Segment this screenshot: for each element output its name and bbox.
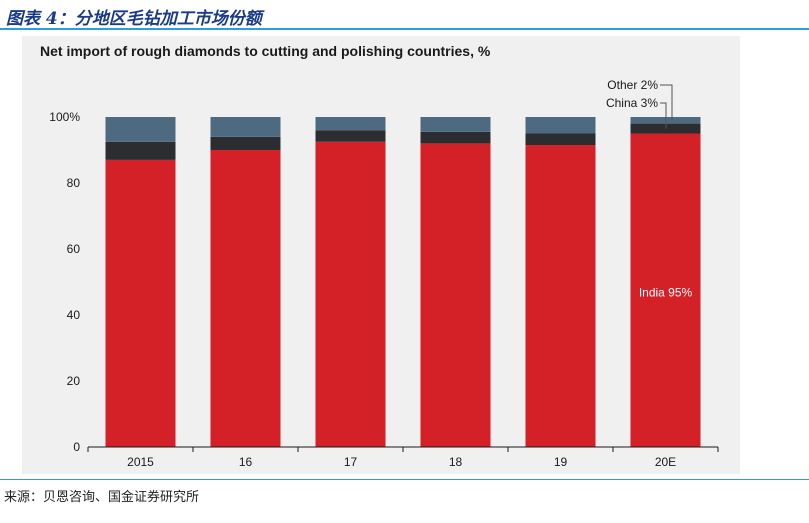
figure-caption: 图表 4：分地区毛钻加工市场份额 [6,9,262,29]
y-tick-label: 80 [67,176,81,190]
bar-india [525,145,596,448]
bar-india [315,141,386,447]
india-label: India 95% [639,286,693,300]
bottom-rule [0,479,809,480]
x-tick-label: 18 [449,455,463,469]
bar-other [210,117,281,137]
x-tick-label: 17 [344,455,358,469]
bar-other [525,117,596,134]
y-tick-label: 40 [67,308,81,322]
x-tick-label: 16 [239,455,253,469]
x-tick-label: 2015 [127,455,154,469]
bar-other [420,117,491,132]
china-leader-line [660,102,667,129]
y-tick-label: 0 [73,440,80,454]
bar-india [105,159,176,447]
bar-china [420,131,491,144]
x-tick-label: 20E [655,455,676,469]
bar-other [315,117,386,131]
x-tick-label: 19 [554,455,568,469]
bar-china [210,136,281,150]
source-note: 来源：贝恩咨询、国金证券研究所 [4,490,200,505]
other-label: Other 2% [607,78,658,92]
bar-china [525,133,596,146]
bar-india [420,143,491,447]
top-rule [0,28,809,30]
bar-other [105,117,176,142]
china-label: China 3% [606,96,658,110]
bar-china [105,141,176,160]
bar-china [315,130,386,142]
chart-title: Net import of rough diamonds to cutting … [40,43,491,59]
bar-india [630,133,701,447]
y-tick-label: 100% [49,110,80,124]
y-tick-label: 20 [67,374,81,388]
other-leader-line [660,84,673,121]
y-tick-label: 60 [67,242,81,256]
bar-india [210,150,281,447]
